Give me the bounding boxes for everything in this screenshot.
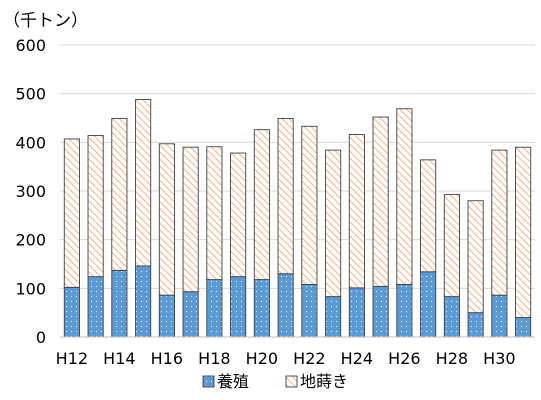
- bar-segment-seeded-H16: [158, 143, 175, 296]
- bar-segment-aquaculture-H13: [87, 276, 104, 338]
- bar-segment-seeded-H28: [443, 193, 460, 298]
- bar-segment-aquaculture-H23: [325, 296, 342, 338]
- bar-segment-seeded-H13: [87, 135, 104, 278]
- legend-swatch: [285, 375, 298, 388]
- y-tick-label: 500: [15, 85, 46, 104]
- y-tick-label: 100: [15, 279, 46, 298]
- x-axis-tick-labels: H12 H14 H16 H18 H20 H22 H24 H26 H28 H30: [56, 349, 516, 368]
- legend: 養殖 地蒔き: [202, 372, 348, 391]
- bar-segment-aquaculture-H15: [135, 265, 152, 338]
- x-tick-label: H26: [388, 349, 420, 368]
- bar-segment-aquaculture-H14: [111, 269, 128, 338]
- legend-label: 養殖: [217, 372, 249, 391]
- x-tick-label: H30: [483, 349, 515, 368]
- gridlines: [60, 44, 535, 289]
- bar-segment-aquaculture-H26: [396, 283, 413, 338]
- y-tick-label: 400: [15, 133, 46, 152]
- x-tick-label: H12: [56, 349, 88, 368]
- y-tick-label: 300: [15, 182, 46, 201]
- bar-segment-aquaculture-H30: [491, 294, 508, 338]
- bar-segment-seeded-H23: [325, 149, 342, 298]
- legend-swatch: [202, 375, 215, 388]
- bar-segment-aquaculture-R1: [515, 317, 532, 338]
- x-tick-label: H28: [436, 349, 468, 368]
- y-tick-label: 0: [36, 328, 46, 347]
- y-tick-label: 200: [15, 231, 46, 250]
- y-tick-label: 600: [15, 36, 46, 55]
- x-tick-label: H20: [246, 349, 278, 368]
- x-tick-label: H18: [198, 349, 230, 368]
- bar-segment-aquaculture-H25: [372, 285, 389, 338]
- x-tick-label: H22: [293, 349, 325, 368]
- bar-segment-aquaculture-H27: [420, 271, 437, 338]
- bar-segment-aquaculture-H20: [253, 279, 270, 338]
- bar-segment-seeded-H30: [491, 149, 508, 296]
- bar-segment-seeded-H18: [206, 146, 223, 281]
- legend-label: 地蒔き: [300, 372, 348, 391]
- bar-segment-seeded-H29: [467, 200, 484, 314]
- bar-segment-seeded-H26: [396, 108, 413, 285]
- bar-segment-seeded-H22: [301, 125, 318, 285]
- y-axis-unit-label: （千トン）: [3, 11, 88, 31]
- bar-segment-seeded-R1: [515, 146, 532, 318]
- bar-segment-aquaculture-H16: [158, 294, 175, 338]
- bar-segment-seeded-H24: [348, 134, 365, 289]
- bar-segment-aquaculture-H21: [277, 273, 294, 338]
- x-tick-label: H14: [103, 349, 135, 368]
- x-tick-label: H16: [151, 349, 183, 368]
- bar-segment-seeded-H17: [182, 146, 199, 293]
- bar-segment-seeded-H21: [277, 118, 294, 275]
- bar-segment-seeded-H19: [230, 152, 247, 278]
- bar-segment-seeded-H25: [372, 116, 389, 287]
- bar-segment-aquaculture-H29: [467, 312, 484, 338]
- bar-segment-seeded-H27: [420, 159, 437, 273]
- bar-segment-aquaculture-H22: [301, 283, 318, 338]
- bar-segment-aquaculture-H28: [443, 296, 460, 338]
- bars: [63, 99, 532, 338]
- bar-segment-aquaculture-H18: [206, 279, 223, 338]
- y-axis-tick-labels: 0 100 200 300 400 500 600: [15, 36, 46, 347]
- bar-segment-aquaculture-H24: [348, 287, 365, 338]
- bar-segment-aquaculture-H19: [230, 276, 247, 338]
- x-tick-label: H24: [341, 349, 373, 368]
- bar-segment-aquaculture-H17: [182, 291, 199, 338]
- bar-segment-seeded-H15: [135, 99, 152, 267]
- bar-segment-aquaculture-H12: [63, 286, 80, 338]
- bar-segment-seeded-H20: [253, 129, 270, 281]
- bar-segment-seeded-H12: [63, 138, 80, 288]
- bar-segment-seeded-H14: [111, 118, 128, 271]
